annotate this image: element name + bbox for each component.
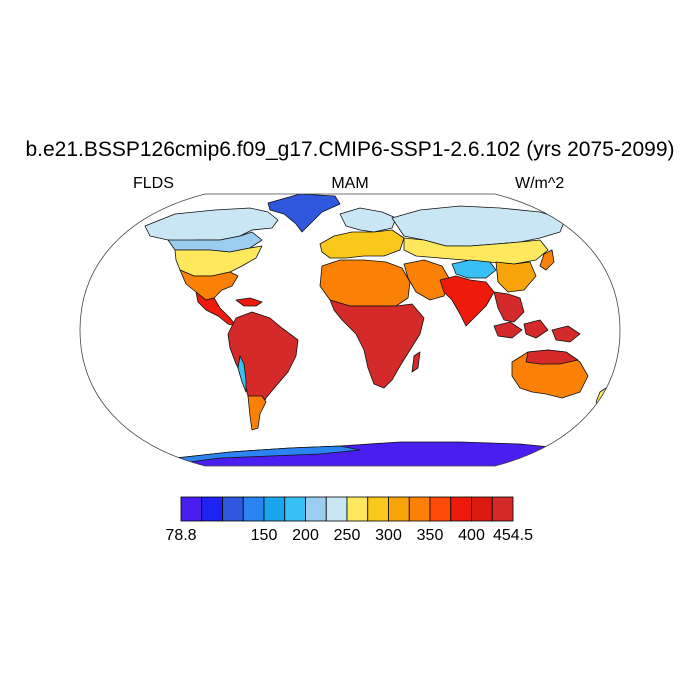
colorbar-box	[429, 496, 452, 522]
tibetan-plateau	[451, 259, 497, 279]
colorbar-box	[367, 496, 389, 522]
greenland	[267, 194, 341, 233]
south-america-south	[247, 395, 267, 431]
colorbar-label: 400	[458, 527, 485, 544]
map-border	[79, 193, 621, 467]
colorbar-box	[491, 496, 514, 522]
plot-title: b.e21.BSSP126cmip6.f09_g17.CMIP6-SSP1-2.…	[25, 138, 675, 161]
units-label: W/m^2	[515, 175, 565, 192]
colorbar-box	[180, 496, 203, 522]
colorbar-box	[284, 496, 306, 522]
central-asia	[403, 237, 549, 265]
colorbar-label: 150	[251, 527, 278, 544]
colorbar-box	[388, 496, 410, 522]
europe	[319, 229, 405, 259]
north-america-south	[179, 269, 239, 301]
colorbar-box	[408, 496, 431, 522]
maritime-continent-2	[523, 319, 549, 339]
colorbar-box	[346, 496, 369, 522]
colorbar-label: 250	[334, 527, 361, 544]
maritime-continent-1	[493, 321, 523, 339]
caribbean-islands	[235, 297, 263, 307]
europe-north	[339, 207, 397, 233]
new-guinea	[551, 325, 581, 343]
colorbar-box	[242, 496, 265, 522]
colorbar-box	[201, 496, 223, 522]
colorbar-label: 300	[375, 527, 402, 544]
colorbar-label: 350	[417, 527, 444, 544]
colorbar-label: 200	[292, 527, 319, 544]
colorbar-box	[305, 496, 327, 522]
east-asia	[495, 261, 537, 293]
southeast-asia	[493, 291, 525, 323]
colorbar-box	[325, 496, 348, 522]
australia-north	[525, 349, 579, 365]
season-label: MAM	[331, 175, 369, 192]
andes	[237, 355, 247, 393]
colorbar-box	[471, 496, 493, 522]
south-asia	[439, 275, 495, 327]
central-africa	[329, 299, 425, 389]
variable-label: FLDS	[133, 175, 174, 192]
colorbar-label: 78.8	[165, 527, 196, 544]
japan	[539, 249, 555, 271]
colorbar-label: 454.5	[493, 527, 533, 544]
middle-east	[403, 259, 451, 301]
madagascar	[411, 351, 421, 373]
colorbar-box	[222, 496, 244, 522]
antarctica-coast	[175, 445, 361, 463]
colorbar-box	[263, 496, 286, 522]
colorbar-box	[450, 496, 472, 522]
